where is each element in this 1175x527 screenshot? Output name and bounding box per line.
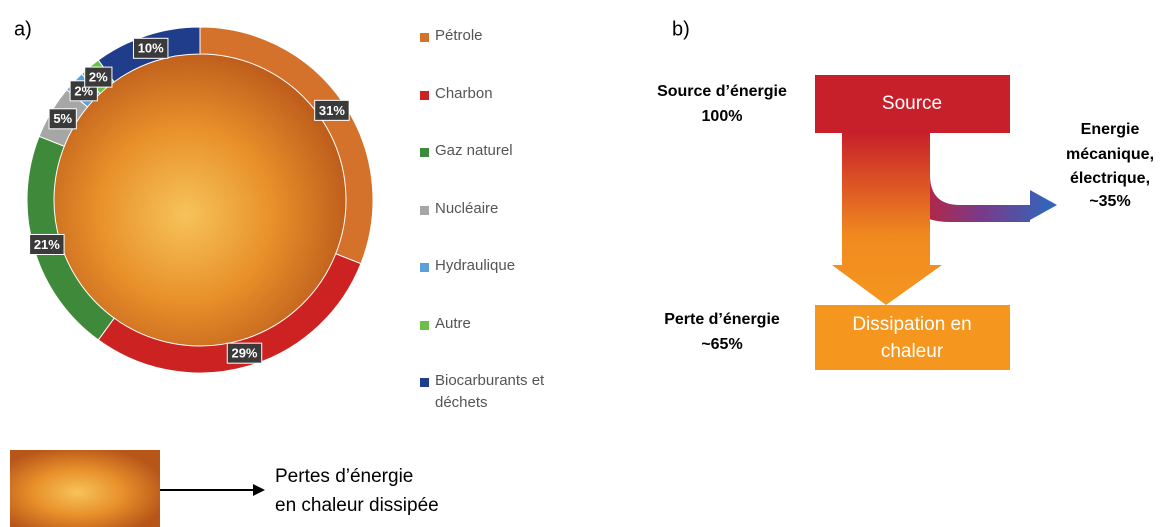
legend-label: Charbon xyxy=(435,84,493,102)
output-label: Energie xyxy=(1081,121,1140,138)
legend-swatch xyxy=(420,90,429,100)
source-label: 100% xyxy=(702,108,743,125)
slice-label-bg xyxy=(29,233,65,255)
source-box xyxy=(815,75,1010,133)
slice-label-bg xyxy=(132,37,169,59)
legend-item: Charbon xyxy=(420,85,580,105)
legend-swatch xyxy=(420,263,429,272)
fire-image xyxy=(10,450,160,527)
dissipation-box xyxy=(815,305,1010,370)
legend-item: Nucléaire xyxy=(420,200,580,220)
slice-label: 29% xyxy=(231,346,257,361)
inner-image xyxy=(54,54,346,346)
dissipation-text: Dissipation en xyxy=(852,314,971,335)
panel-label: a) xyxy=(14,18,32,40)
slice-label-bg xyxy=(314,99,350,121)
legend-item: Autre xyxy=(420,315,580,335)
legend-swatch xyxy=(420,205,429,215)
slice-label: 31% xyxy=(319,103,345,118)
legend-label: Nucléaire xyxy=(435,199,499,217)
legend-label: Biocarburants et déchets xyxy=(435,372,545,411)
caption: en chaleur dissipée xyxy=(275,495,439,516)
legend-swatch xyxy=(420,33,429,42)
legend-item: Pétrole xyxy=(420,27,580,47)
loss-label: ~65% xyxy=(701,336,742,353)
legend-item: Biocarburants et déchets xyxy=(420,372,580,414)
legend-label: Gaz naturel xyxy=(435,142,513,159)
panel-label: b) xyxy=(672,18,690,40)
legend-swatch xyxy=(420,148,429,157)
legend-label: Hydraulique xyxy=(435,257,516,274)
output-label: ~35% xyxy=(1089,193,1130,210)
output-label: électrique, xyxy=(1070,170,1150,187)
output-label: mécanique, xyxy=(1066,146,1154,163)
legend-item: Hydraulique xyxy=(420,257,580,277)
legend-label: Pétrole xyxy=(435,27,483,44)
dissipation-text: chaleur xyxy=(881,341,944,362)
loss-arrow xyxy=(832,133,942,305)
legend-swatch xyxy=(420,320,429,330)
slice-label: 2% xyxy=(89,70,108,85)
slice-label: 10% xyxy=(138,41,164,56)
slice-label: 5% xyxy=(53,111,72,126)
slice-label-bg xyxy=(84,66,113,88)
loss-label: Perte d’énergie xyxy=(664,311,780,328)
legend-item: Gaz naturel xyxy=(420,142,580,162)
caption-arrowhead xyxy=(253,484,265,496)
slice-label-bg xyxy=(226,342,263,364)
source-label: Source d’énergie xyxy=(657,83,787,100)
legend-swatch xyxy=(420,378,429,387)
slice-label: 21% xyxy=(34,237,60,252)
source-box-text: Source xyxy=(882,93,942,114)
caption: Pertes d’énergie xyxy=(275,466,413,487)
legend-label: Autre xyxy=(435,314,471,332)
slice-label-bg xyxy=(48,108,77,130)
